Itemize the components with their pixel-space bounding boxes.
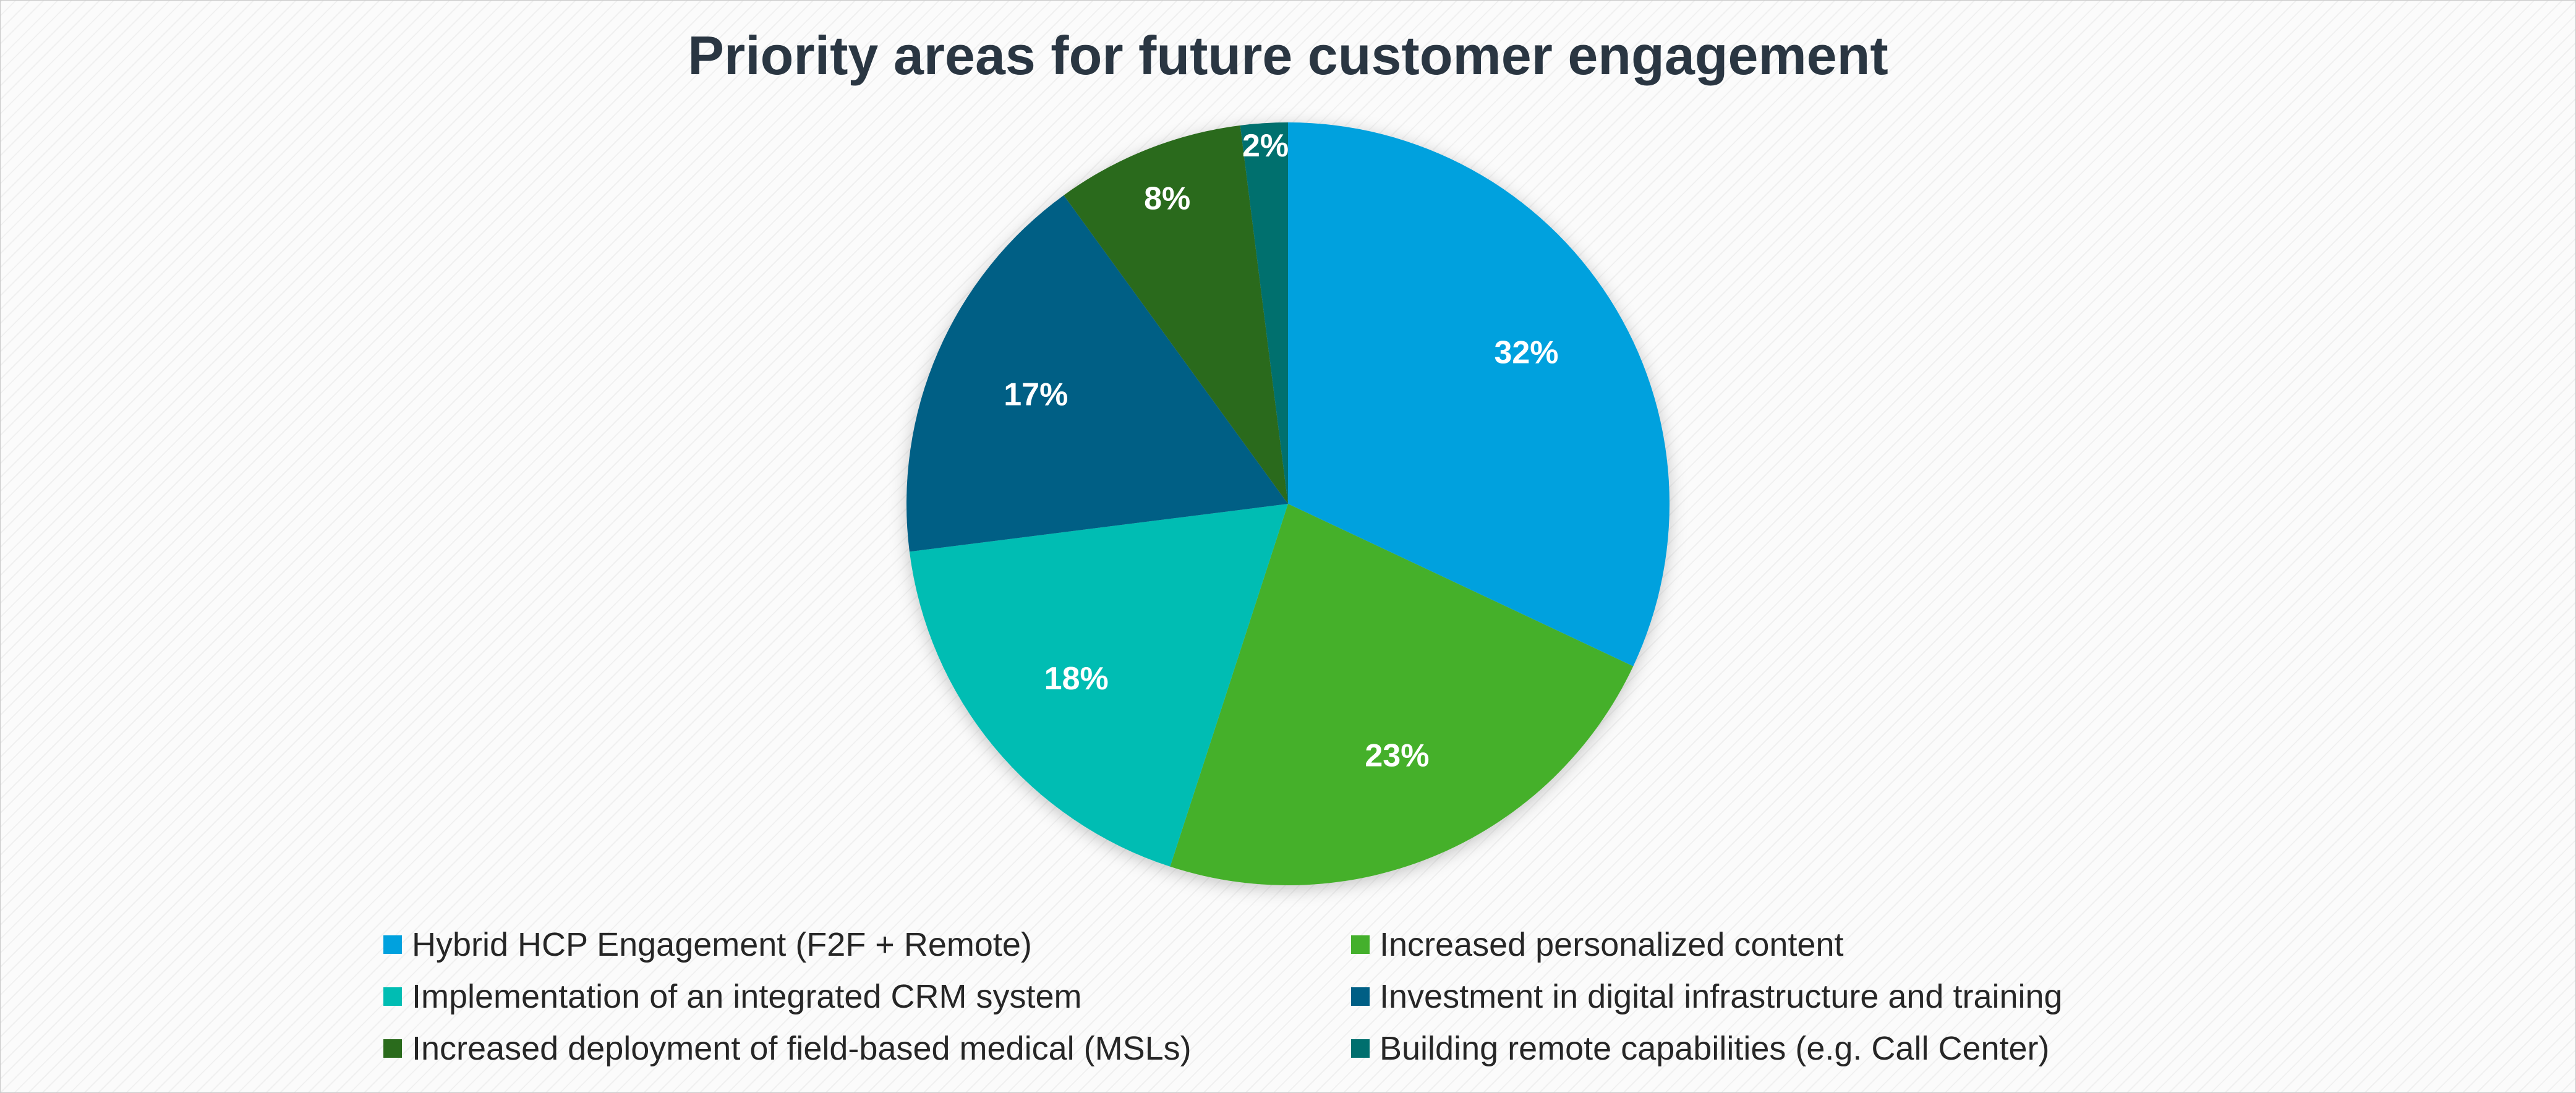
pie-slice-2 xyxy=(1170,504,1634,885)
legend-label: Increased personalized content xyxy=(1380,926,1844,963)
legend-swatch xyxy=(383,1039,402,1058)
pie-slice-5 xyxy=(1064,125,1288,504)
data-label-6: 2% xyxy=(1242,128,1289,164)
pie-slice-1 xyxy=(1288,122,1670,666)
legend-item: Implementation of an integrated CRM syst… xyxy=(383,972,1351,1021)
legend-swatch xyxy=(1351,935,1370,954)
data-label-2: 23% xyxy=(1365,738,1429,774)
legend-label: Building remote capabilities (e.g. Call … xyxy=(1380,1030,2050,1067)
legend-item: Building remote capabilities (e.g. Call … xyxy=(1351,1024,2238,1073)
legend-label: Investment in digital infrastructure and… xyxy=(1380,978,2063,1015)
legend-label: Increased deployment of field-based medi… xyxy=(412,1030,1192,1067)
legend-item: Increased personalized content xyxy=(1351,920,2238,969)
data-label-1: 32% xyxy=(1494,334,1558,370)
legend-label: Implementation of an integrated CRM syst… xyxy=(412,978,1082,1015)
legend-item: Hybrid HCP Engagement (F2F + Remote) xyxy=(383,920,1351,969)
pie-slice-4 xyxy=(906,195,1288,552)
legend-swatch xyxy=(1351,987,1370,1006)
data-label-4: 17% xyxy=(1004,377,1068,413)
data-label-5: 8% xyxy=(1144,181,1190,217)
legend-item: Increased deployment of field-based medi… xyxy=(383,1024,1351,1073)
legend-item: Investment in digital infrastructure and… xyxy=(1351,972,2238,1021)
legend-swatch xyxy=(383,987,402,1006)
pie-slice-3 xyxy=(909,504,1288,867)
legend-label: Hybrid HCP Engagement (F2F + Remote) xyxy=(412,926,1032,963)
legend: Hybrid HCP Engagement (F2F + Remote) Incr… xyxy=(383,920,2238,1073)
chart-title: Priority areas for future customer engag… xyxy=(688,25,1888,86)
pie-slice-6 xyxy=(1240,122,1288,504)
legend-swatch xyxy=(1351,1039,1370,1058)
data-label-3: 18% xyxy=(1044,661,1109,697)
legend-swatch xyxy=(383,935,402,954)
